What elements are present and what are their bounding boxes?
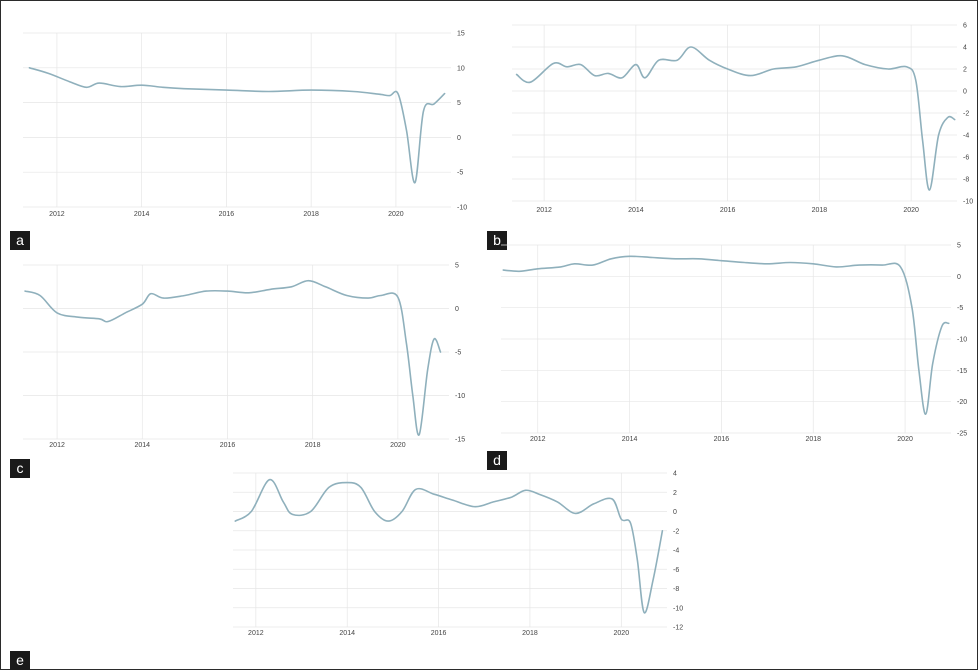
series-line-b xyxy=(515,46,956,191)
chart-b: 6 4 2 0 -2 -4 -6 -8 -10 2012 2014 2016 2018 2020 xyxy=(512,23,973,214)
series-line-a xyxy=(28,67,446,184)
x-tick-label: 2018 xyxy=(305,442,321,449)
y-tick-label: -10 xyxy=(957,337,967,344)
x-tick-label: 2018 xyxy=(522,630,538,637)
panel-e: 4 2 0 -2 -4 -6 -8 -10 -12 2012 2014 2016 2018 2020 e xyxy=(1,439,701,670)
y-tick-label: -8 xyxy=(673,586,679,593)
x-tick-label: 2018 xyxy=(805,436,821,443)
series-line-d xyxy=(502,255,950,416)
series-line-e xyxy=(234,478,664,614)
y-tick-label: -4 xyxy=(673,548,679,555)
panel-label-a: a xyxy=(10,231,30,250)
x-tick-label: 2016 xyxy=(714,436,730,443)
y-tick-label: -5 xyxy=(957,305,963,312)
x-tick-label: 2014 xyxy=(339,630,355,637)
y-tick-label: -12 xyxy=(673,625,683,632)
y-tick-label: -20 xyxy=(957,399,967,406)
panel-b: 6 4 2 0 -2 -4 -6 -8 -10 2012 2014 2016 2018 2020 b xyxy=(487,1,977,253)
x-tick-label: 2020 xyxy=(897,436,913,443)
y-tick-label: 5 xyxy=(457,100,461,107)
y-tick-label: -10 xyxy=(963,199,973,206)
y-tick-label: 4 xyxy=(673,471,677,478)
x-tick-label: 2020 xyxy=(614,630,630,637)
y-tick-label: 0 xyxy=(673,509,677,516)
x-tick-label: 2018 xyxy=(812,207,828,214)
y-tick-label: 0 xyxy=(957,274,961,281)
y-tick-label: -10 xyxy=(457,205,467,212)
y-tick-label: -5 xyxy=(457,170,463,177)
chart-c: 5 0 -5 -10 -15 2012 2014 2016 2018 2020 xyxy=(23,263,465,449)
y-tick-label: -10 xyxy=(455,393,465,400)
x-tick-label: 2012 xyxy=(530,436,546,443)
x-tick-label: 2016 xyxy=(219,211,235,218)
y-tick-label: -8 xyxy=(963,177,969,184)
panel-c: 5 0 -5 -10 -15 2012 2014 2016 2018 2020 c xyxy=(1,255,479,479)
chart-d: 5 0 -5 -10 -15 -20 -25 2012 2014 2016 2018 2020 xyxy=(501,243,967,443)
y-tick-label: 5 xyxy=(455,263,459,270)
y-tick-label: -6 xyxy=(963,155,969,162)
y-tick-label: 6 xyxy=(963,23,967,30)
panel-label-e: e xyxy=(10,651,30,670)
x-tick-label: 2012 xyxy=(536,207,552,214)
panel-label-d: d xyxy=(487,451,507,470)
y-tick-label: -6 xyxy=(673,567,679,574)
y-tick-label: -2 xyxy=(673,528,679,535)
y-tick-label: 15 xyxy=(457,31,465,38)
y-tick-label: 4 xyxy=(963,45,967,52)
series-line-c xyxy=(24,279,442,436)
y-tick-label: -4 xyxy=(963,133,969,140)
chart-e: 4 2 0 -2 -4 -6 -8 -10 -12 2012 2014 2016 2018 2020 xyxy=(233,471,683,637)
y-tick-label: -15 xyxy=(957,368,967,375)
chart-a: 15 10 5 0 -5 -10 2012 2014 2016 2018 2020 xyxy=(23,31,467,218)
x-tick-label: 2020 xyxy=(903,207,919,214)
y-tick-label: -25 xyxy=(957,431,967,438)
x-tick-label: 2020 xyxy=(390,442,406,449)
y-tick-label: 0 xyxy=(457,135,461,142)
x-tick-label: 2018 xyxy=(303,211,319,218)
x-tick-label: 2012 xyxy=(49,211,65,218)
y-tick-label: 0 xyxy=(455,306,459,313)
x-tick-label: 2016 xyxy=(220,442,236,449)
x-tick-label: 2014 xyxy=(134,442,150,449)
panel-d: 5 0 -5 -10 -15 -20 -25 2012 2014 2016 2018 2020 d xyxy=(483,239,977,471)
x-tick-label: 2014 xyxy=(628,207,644,214)
x-tick-label: 2014 xyxy=(134,211,150,218)
y-tick-label: -5 xyxy=(455,350,461,357)
x-tick-label: 2020 xyxy=(388,211,404,218)
x-tick-label: 2016 xyxy=(431,630,447,637)
y-tick-label: 0 xyxy=(963,89,967,96)
panel-label-c: c xyxy=(10,459,30,478)
y-tick-label: 2 xyxy=(673,490,677,497)
x-tick-label: 2012 xyxy=(49,442,65,449)
panel-a: 15 10 5 0 -5 -10 2012 2014 2016 2018 2020 a xyxy=(1,1,479,253)
y-tick-label: 2 xyxy=(963,67,967,74)
y-tick-label: 5 xyxy=(957,243,961,250)
y-tick-label: -10 xyxy=(673,605,683,612)
x-tick-label: 2012 xyxy=(248,630,264,637)
y-tick-label: -15 xyxy=(455,437,465,444)
y-tick-label: 10 xyxy=(457,65,465,72)
x-tick-label: 2016 xyxy=(720,207,736,214)
x-tick-label: 2014 xyxy=(622,436,638,443)
y-tick-label: -2 xyxy=(963,111,969,118)
